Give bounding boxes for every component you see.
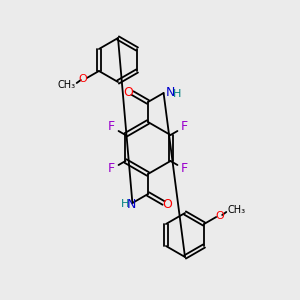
Text: N: N [166, 85, 175, 98]
Text: O: O [163, 197, 172, 211]
Text: O: O [124, 85, 133, 98]
Text: N: N [127, 197, 136, 211]
Text: H: H [121, 199, 130, 209]
Text: F: F [181, 121, 188, 134]
Text: F: F [108, 163, 115, 176]
Text: CH₃: CH₃ [58, 80, 76, 90]
Text: O: O [216, 211, 225, 221]
Text: O: O [78, 74, 87, 84]
Text: F: F [181, 163, 188, 176]
Text: H: H [172, 89, 181, 99]
Text: CH₃: CH₃ [227, 205, 245, 215]
Text: F: F [108, 121, 115, 134]
